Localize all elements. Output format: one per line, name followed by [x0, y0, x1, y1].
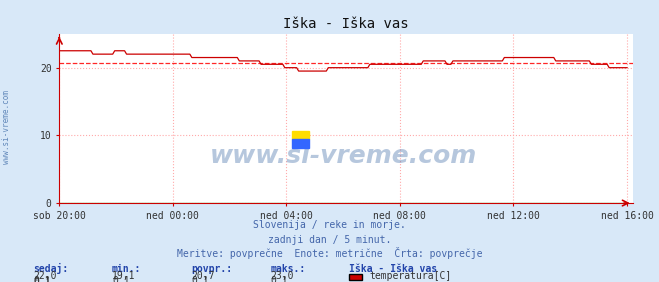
Title: Iška - Iška vas: Iška - Iška vas: [283, 17, 409, 31]
Text: zadnji dan / 5 minut.: zadnji dan / 5 minut.: [268, 235, 391, 244]
Text: www.si-vreme.com: www.si-vreme.com: [2, 90, 11, 164]
Text: Iška - Iška vas: Iška - Iška vas: [349, 264, 438, 274]
Text: povpr.:: povpr.:: [191, 264, 232, 274]
Text: 19,1: 19,1: [112, 271, 136, 281]
Text: www.si-vreme.com: www.si-vreme.com: [210, 144, 476, 168]
Bar: [292, 139, 309, 147]
Bar: [292, 131, 309, 139]
Text: min.:: min.:: [112, 264, 142, 274]
Text: 20,7: 20,7: [191, 271, 215, 281]
Text: 22,0: 22,0: [33, 271, 57, 281]
Text: Slovenija / reke in morje.: Slovenija / reke in morje.: [253, 221, 406, 230]
Text: 0,1: 0,1: [191, 276, 209, 282]
Text: Meritve: povprečne  Enote: metrične  Črta: povprečje: Meritve: povprečne Enote: metrične Črta:…: [177, 247, 482, 259]
Text: 23,0: 23,0: [270, 271, 294, 281]
Text: temperatura[C]: temperatura[C]: [369, 271, 451, 281]
Text: sedaj:: sedaj:: [33, 263, 68, 274]
Text: 0,1: 0,1: [270, 276, 288, 282]
Text: maks.:: maks.:: [270, 264, 305, 274]
Text: 0,1: 0,1: [112, 276, 130, 282]
Text: 0,1: 0,1: [33, 277, 51, 282]
Text: 0,1: 0,1: [33, 276, 51, 282]
